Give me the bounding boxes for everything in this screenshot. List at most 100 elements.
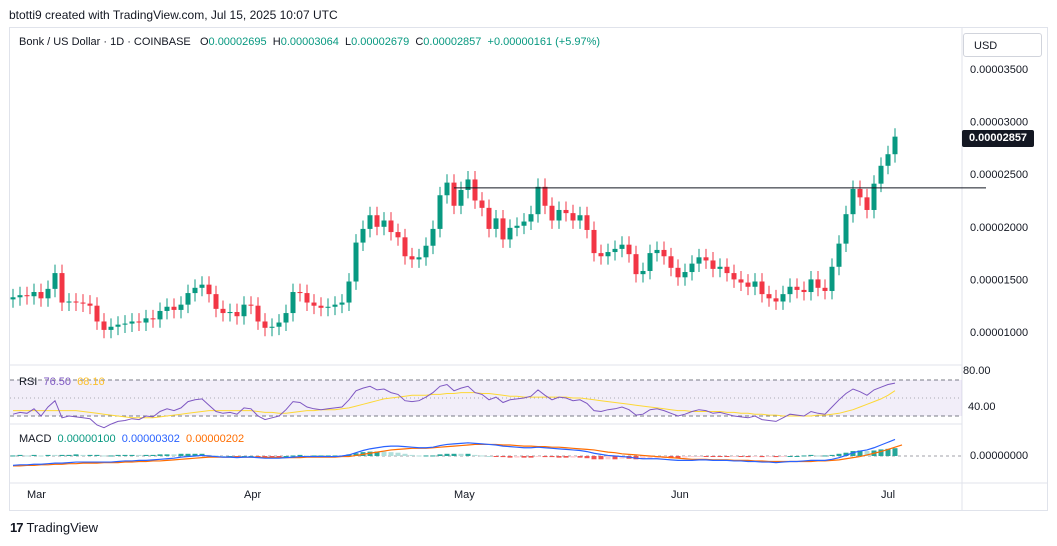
macd-histogram-bar xyxy=(409,454,415,456)
candle-body xyxy=(430,228,436,246)
macd-histogram-bar xyxy=(458,453,464,456)
macd-histogram-bar xyxy=(283,456,289,457)
candle-body xyxy=(262,321,268,328)
macd-histogram-bar xyxy=(381,451,387,456)
macd-histogram-bar xyxy=(262,456,268,457)
macd-histogram-bar xyxy=(647,456,653,459)
candle-body xyxy=(780,294,786,302)
candle-body xyxy=(416,257,422,260)
macd-histogram-bar xyxy=(444,453,450,456)
macd-histogram-bar xyxy=(780,456,786,457)
macd-histogram-bar xyxy=(822,455,828,457)
time-axis: Mar Apr May Jun Jul xyxy=(27,489,895,501)
macd-histogram-bar xyxy=(542,456,548,458)
candle-body xyxy=(472,179,478,201)
close-label: C xyxy=(415,36,424,48)
macd-histogram-bar xyxy=(73,454,79,456)
candle-body xyxy=(696,257,702,264)
candle-body xyxy=(52,273,58,289)
macd-histogram-bar xyxy=(878,449,884,456)
macd-histogram-bar xyxy=(514,456,520,458)
macd-histogram-bar xyxy=(612,456,618,460)
price-axis: 0.00003500 0.00003000 0.00002500 0.00002000… xyxy=(970,64,1028,339)
candle-body xyxy=(605,252,611,257)
macd-histogram-bar xyxy=(192,453,198,456)
macd-histogram-bar xyxy=(164,454,170,456)
candle-body xyxy=(213,294,219,309)
macd-histogram-bar xyxy=(577,456,583,458)
rsi-upper-level: 80.00 xyxy=(963,365,991,377)
candle-body xyxy=(129,321,135,324)
candle-body xyxy=(38,292,44,299)
rsi-legend[interactable]: RSI 76.50 68.16 xyxy=(19,376,105,388)
macd-signal-value: 0.00000202 xyxy=(186,433,245,445)
candle-body xyxy=(220,308,226,314)
candle-body xyxy=(437,195,443,229)
candle-body xyxy=(374,215,380,227)
macd-histogram-bar xyxy=(724,456,730,457)
macd-histogram-bar xyxy=(535,456,541,457)
high-value: 0.00003064 xyxy=(280,36,339,48)
candles-layer xyxy=(10,128,898,339)
macd-histogram-bar xyxy=(710,456,716,457)
candle-body xyxy=(290,292,296,314)
candle-body xyxy=(500,218,506,240)
candle-body xyxy=(703,257,709,261)
macd-histogram-bar xyxy=(836,453,842,456)
candle-body xyxy=(577,215,583,221)
rsi-layer xyxy=(12,382,896,429)
candle-body xyxy=(59,273,65,303)
tradingview-logo[interactable]: 17 TradingView xyxy=(10,520,98,535)
macd-histogram-bar xyxy=(794,456,800,457)
tradingview-logo-icon: 17 xyxy=(10,520,24,535)
candle-body xyxy=(269,326,275,328)
time-tick-label: Apr xyxy=(244,489,261,501)
macd-histogram-bar xyxy=(276,456,282,457)
candle-body xyxy=(255,305,261,322)
macd-histogram-bar xyxy=(675,456,681,459)
candle-body xyxy=(388,220,394,233)
macd-histogram-bar xyxy=(143,454,149,456)
macd-histogram-bar xyxy=(773,456,779,458)
time-tick-label: Jul xyxy=(881,489,895,501)
candle-body xyxy=(94,305,100,322)
candle-body xyxy=(528,214,534,222)
price-tick-label: 0.00001000 xyxy=(970,327,1028,339)
candle-body xyxy=(423,245,429,258)
candle-body xyxy=(654,249,660,254)
macd-legend[interactable]: MACD 0.00000100 0.00000302 0.00000202 xyxy=(19,433,244,445)
candle-body xyxy=(549,205,555,221)
candle-body xyxy=(332,304,338,307)
candle-body xyxy=(185,293,191,305)
macd-histogram-bar xyxy=(101,455,107,457)
rsi-lower-level: 40.00 xyxy=(968,401,996,413)
candle-body xyxy=(710,260,716,269)
candle-body xyxy=(234,312,240,317)
macd-histogram-bar xyxy=(801,455,807,457)
currency-selector[interactable]: USD xyxy=(963,33,1042,57)
candle-body xyxy=(17,295,23,298)
macd-histogram-bar xyxy=(136,454,142,456)
candle-body xyxy=(843,214,849,244)
macd-histogram-bar xyxy=(563,456,569,458)
candle-body xyxy=(276,322,282,327)
candle-body xyxy=(80,302,86,304)
macd-histogram-bar xyxy=(437,454,443,456)
candle-body xyxy=(885,154,891,166)
candle-body xyxy=(661,249,667,257)
candle-body xyxy=(178,304,184,310)
macd-line-value: 0.00000302 xyxy=(121,433,180,445)
candle-body xyxy=(584,215,590,230)
candle-body xyxy=(87,303,93,306)
macd-histogram-bar xyxy=(857,450,863,456)
candle-body xyxy=(752,281,758,287)
macd-histogram-bar xyxy=(703,456,709,457)
macd-histogram-bar xyxy=(269,456,275,457)
ohlc-legend: Bonk / US Dollar · 1D · COINBASE O0.0000… xyxy=(19,36,600,48)
chart-frame[interactable] xyxy=(9,27,1048,511)
chart-caption: btotti9 created with TradingView.com, Ju… xyxy=(9,8,338,22)
symbol-label: Bonk / US Dollar · 1D · COINBASE xyxy=(19,36,191,48)
candle-body xyxy=(738,279,744,283)
candle-body xyxy=(164,306,170,311)
